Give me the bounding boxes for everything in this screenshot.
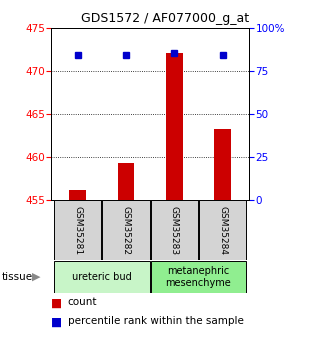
- Bar: [69, 190, 86, 200]
- Text: ▶: ▶: [32, 272, 41, 282]
- Bar: [102, 200, 150, 260]
- Bar: [54, 261, 150, 293]
- Text: tissue: tissue: [2, 272, 33, 282]
- Bar: [54, 200, 101, 260]
- Bar: [166, 53, 183, 200]
- Bar: [199, 200, 246, 260]
- Bar: [214, 129, 231, 200]
- Text: GDS1572 / AF077000_g_at: GDS1572 / AF077000_g_at: [81, 12, 249, 25]
- Text: GSM35283: GSM35283: [170, 206, 179, 255]
- Text: GSM35281: GSM35281: [73, 206, 82, 255]
- Bar: [150, 200, 198, 260]
- Text: ■: ■: [51, 297, 62, 310]
- Bar: [150, 261, 246, 293]
- Text: ■: ■: [51, 316, 62, 329]
- Text: GSM35284: GSM35284: [218, 206, 227, 255]
- Text: ureteric bud: ureteric bud: [72, 272, 132, 282]
- Text: GSM35282: GSM35282: [121, 206, 130, 255]
- Text: percentile rank within the sample: percentile rank within the sample: [68, 316, 244, 326]
- Text: count: count: [68, 297, 97, 307]
- Bar: [117, 163, 134, 200]
- Text: metanephric
mesenchyme: metanephric mesenchyme: [166, 266, 231, 288]
